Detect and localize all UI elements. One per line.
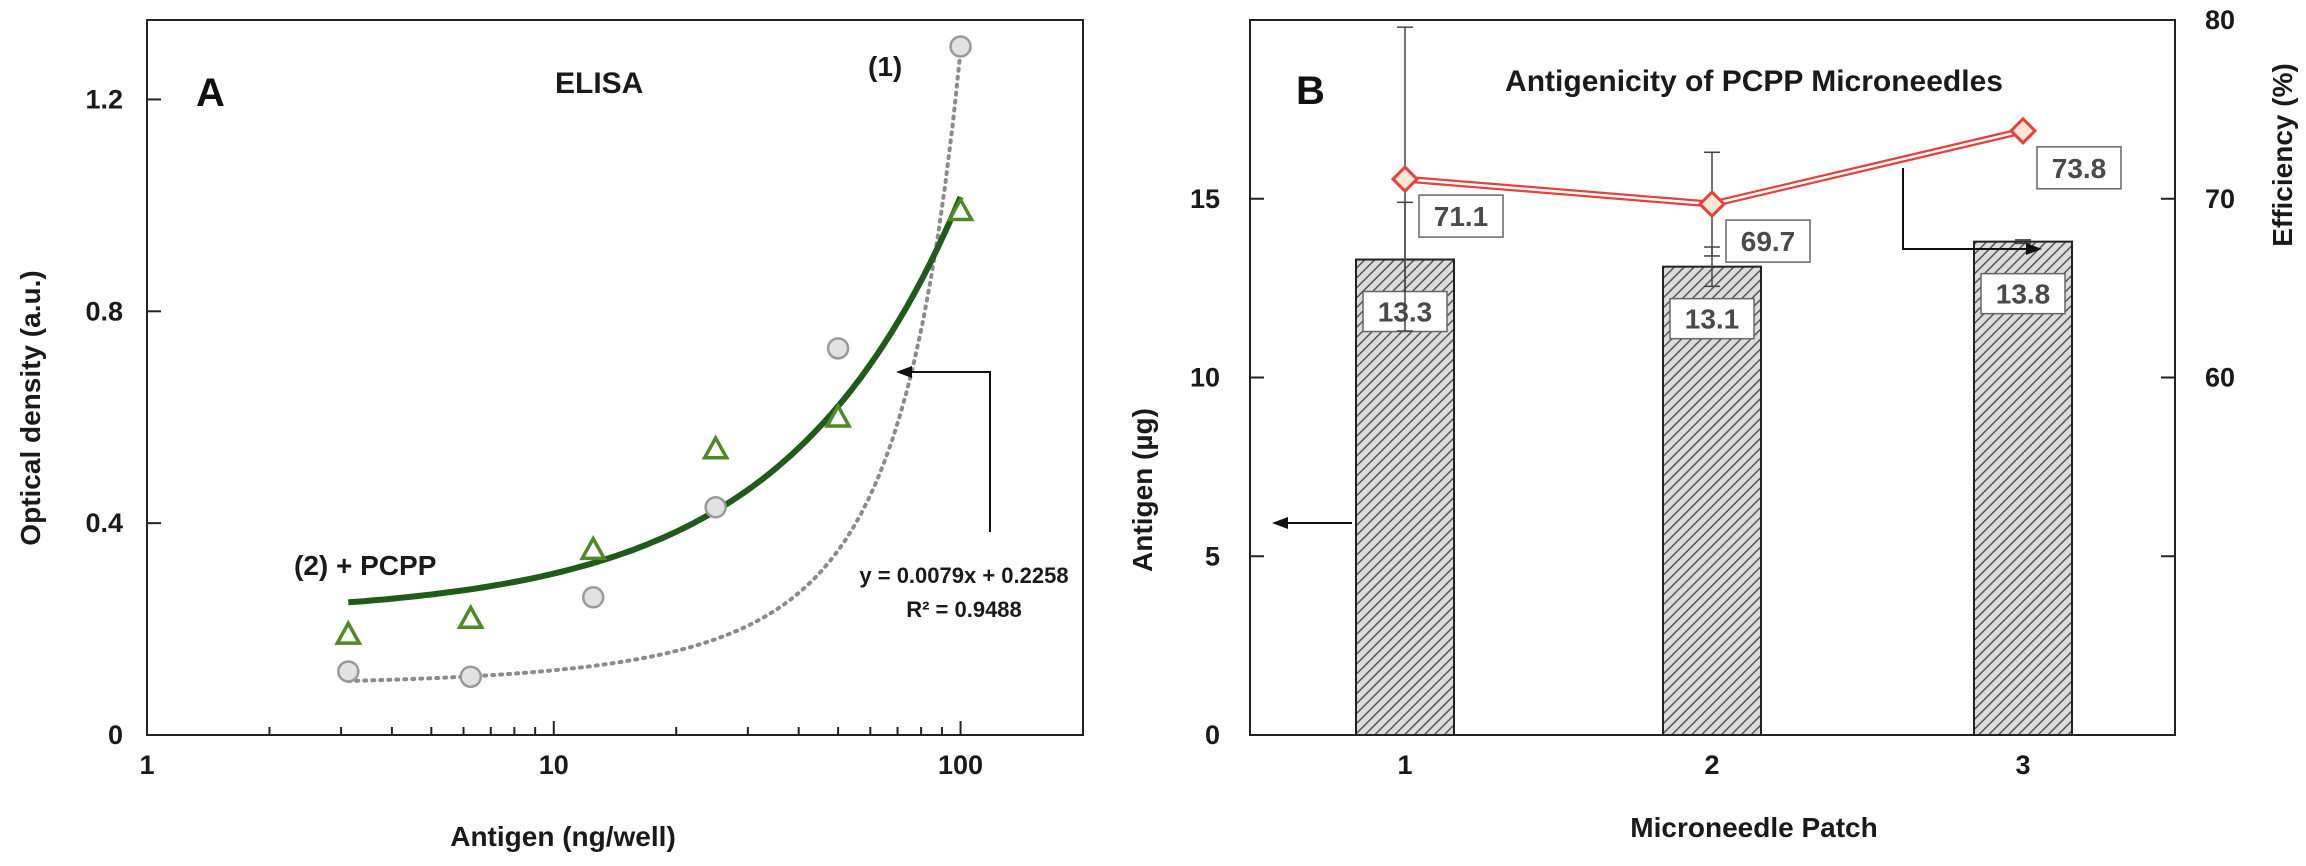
chart-title-a: ELISA <box>555 67 643 100</box>
y2-tick-label: 70 <box>2205 184 2235 214</box>
y-axis-title-b-right: Efficiency (%) <box>2267 63 2298 247</box>
y-axis-title-a: Optical density (a.u.) <box>15 270 46 545</box>
chart-title-b: Antigenicity of PCPP Microneedles <box>1505 65 2003 98</box>
antigen-value-label: 13.1 <box>1685 304 1740 335</box>
fit-equation: y = 0.0079x + 0.2258 <box>859 563 1068 588</box>
series-1-point <box>459 665 482 688</box>
efficiency-value-box <box>1418 194 1504 238</box>
antigen-value-box <box>1980 272 2066 315</box>
y-tick-label: 10 <box>1190 363 1220 393</box>
panel-a: 0 0.4 0.8 1.2 1 10 100 A ELISA (1) (2) + PCPP… <box>15 19 1084 852</box>
antigen-value-box <box>1669 297 1755 340</box>
y-ticks-a: 0 0.4 0.8 1.2 <box>85 84 161 750</box>
y-ticks-b-right: 60 70 80 <box>2161 5 2235 736</box>
series-2-label: (2) + PCPP <box>294 550 436 581</box>
x-ticks-a: 1 10 100 <box>139 721 1084 780</box>
series-2-point <box>701 434 730 460</box>
series-2-point <box>334 619 363 645</box>
y-tick-label: 0 <box>1205 720 1220 750</box>
series-2-points <box>334 196 975 645</box>
antigen-bar <box>1973 240 2073 736</box>
fit-r-squared: R² = 0.9488 <box>906 597 1022 622</box>
plot-frame-a <box>146 19 1084 736</box>
efficiency-point <box>2008 116 2038 145</box>
y-tick-label: 5 <box>1205 541 1220 571</box>
series-1-point <box>826 337 850 360</box>
efficiency-value-label: 71.1 <box>1434 201 1489 232</box>
annotation-arrow-a <box>896 366 991 532</box>
left-axis-arrow <box>1272 517 1352 529</box>
series-1-point <box>704 496 727 519</box>
y-tick-label: 0 <box>108 720 123 750</box>
panel-label-b: B <box>1296 69 1325 113</box>
series-2-point <box>824 402 853 428</box>
efficiency-value-label: 73.8 <box>2052 153 2107 184</box>
right-axis-arrow <box>1902 168 2042 255</box>
y2-tick-label: 80 <box>2205 5 2235 35</box>
efficiency-value-label: 69.7 <box>1741 226 1796 257</box>
antigen-bar <box>1355 258 1455 736</box>
efficiency-point <box>1697 189 1727 219</box>
trendline-series-1 <box>346 49 963 683</box>
y-ticks-b-left: 0 5 10 15 <box>1190 184 1264 750</box>
y-tick-label: 15 <box>1190 184 1220 214</box>
efficiency-line: 71.1 69.7 73.8 <box>1390 26 2122 332</box>
series-1-points <box>337 35 972 688</box>
x-tick-label: 2 <box>1704 750 1719 780</box>
trendline-series-2 <box>348 195 964 606</box>
series-1-point <box>949 35 972 58</box>
series-1-point <box>581 586 605 609</box>
series-2-point <box>456 603 485 630</box>
efficiency-value-box <box>1725 219 1811 263</box>
y-tick-label: 0.8 <box>85 296 123 326</box>
series-1-point <box>337 660 360 683</box>
antigen-bars: 13.3 13.113.8 <box>1355 201 2073 736</box>
series-2-point <box>579 535 608 561</box>
x-axis-title-b: Microneedle Patch <box>1630 812 1877 843</box>
x-tick-label: 10 <box>539 750 569 780</box>
y2-tick-label: 60 <box>2205 363 2235 393</box>
y-tick-label: 1.2 <box>85 84 123 114</box>
x-tick-label: 1 <box>1397 750 1412 780</box>
series-2-point <box>946 196 975 222</box>
x-axis-title-a: Antigen (ng/well) <box>450 821 676 852</box>
series-1-label: (1) <box>868 51 902 82</box>
efficiency-point <box>1390 164 1420 194</box>
antigen-value-label: 13.8 <box>1996 279 2051 310</box>
efficiency-value-box <box>2036 146 2122 190</box>
y-axis-title-b-left: Antigen (µg) <box>1127 408 1158 572</box>
x-tick-label: 3 <box>2015 750 2030 780</box>
x-tick-label: 100 <box>938 750 983 780</box>
panel-label-a: A <box>196 71 225 115</box>
x-tick-label: 1 <box>139 750 154 780</box>
y-tick-label: 0.4 <box>85 508 123 538</box>
x-ticks-b: 1 2 3 <box>1397 721 2031 780</box>
